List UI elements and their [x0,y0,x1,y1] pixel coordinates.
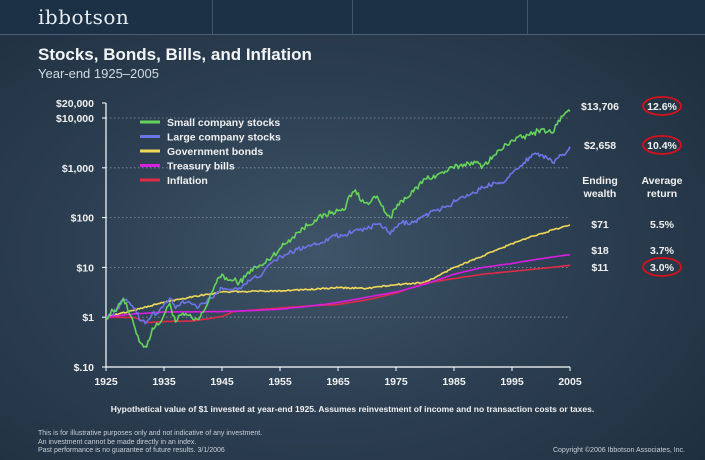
legend-entry: Treasury bills [167,161,235,173]
chart-title: Stocks, Bonds, Bills, and Inflation [38,45,312,64]
chart-subtitle: Year-end 1925–2005 [38,66,159,81]
y-tick-label: $10 [76,262,94,274]
x-tick-label: 1975 [384,376,408,388]
ending-wealth-header: Ending [582,175,618,187]
highlight-circle [642,257,682,277]
y-tick-label: $20,000 [56,98,94,110]
legend-entry: Government bonds [167,146,263,158]
average-return-value: 3.7% [650,245,675,257]
series-line-small-company-stocks [105,109,571,349]
x-tick-label: 1985 [442,376,466,388]
header-tab [352,0,528,34]
x-tick-label: 1995 [500,376,524,388]
average-return-value: 5.5% [650,219,675,231]
x-tick-label: 1955 [268,376,292,388]
disclaimer: This is for illustrative purposes only a… [38,430,262,456]
x-tick-label: 2005 [558,376,582,388]
y-tick-label: $.10 [74,362,95,374]
series-line-treasury-bills [106,253,571,319]
ending-wealth-value: $18 [591,245,609,257]
average-return-value: 3.0% [650,262,675,274]
disclaimer-line: An investment cannot be made directly in… [38,438,197,446]
average-return-header: return [647,188,677,200]
x-tick-label: 1935 [152,376,176,388]
legend-entry: Large company stocks [167,132,281,144]
disclaimer-line: This is for illustrative purposes only a… [38,430,263,437]
series-line-government-bonds [105,224,571,319]
ending-wealth-header: wealth [583,188,617,200]
y-tick-label: $10,000 [56,113,94,125]
y-tick-label: $1,000 [62,163,94,175]
header-tab [527,0,698,34]
x-tick-label: 1965 [326,376,350,388]
average-return-header: Average [641,175,682,187]
copyright: Copyright ©2006 Ibbotson Associates, Inc… [552,447,685,454]
series-line-large-company-stocks [105,146,571,325]
ending-wealth-value: $11 [592,262,609,274]
average-return-value: 12.6% [647,101,677,113]
legend-entry: Small company stocks [167,117,280,129]
chart-footnote: Hypothetical value of $1 invested at yea… [110,404,595,414]
x-tick-label: 1925 [94,376,118,388]
x-tick-label: 1945 [210,376,234,388]
highlight-circle [642,96,682,116]
highlight-circle [642,135,682,155]
disclaimer-line: Past performance is no guarantee of futu… [38,447,225,454]
average-return-value: 10.4% [647,140,677,152]
series-line-inflation [105,264,571,324]
header-tab [212,0,353,34]
legend-entry: Inflation [167,175,208,187]
ending-wealth-value: $71 [591,219,609,231]
y-tick-label: $100 [71,213,95,225]
brand-logo: ibbotson [38,5,130,29]
ending-wealth-value: $13,706 [581,101,619,113]
header-bar: ibbotson [0,0,705,35]
ending-wealth-value: $2,658 [584,140,616,152]
y-tick-label: $1 [82,312,94,324]
